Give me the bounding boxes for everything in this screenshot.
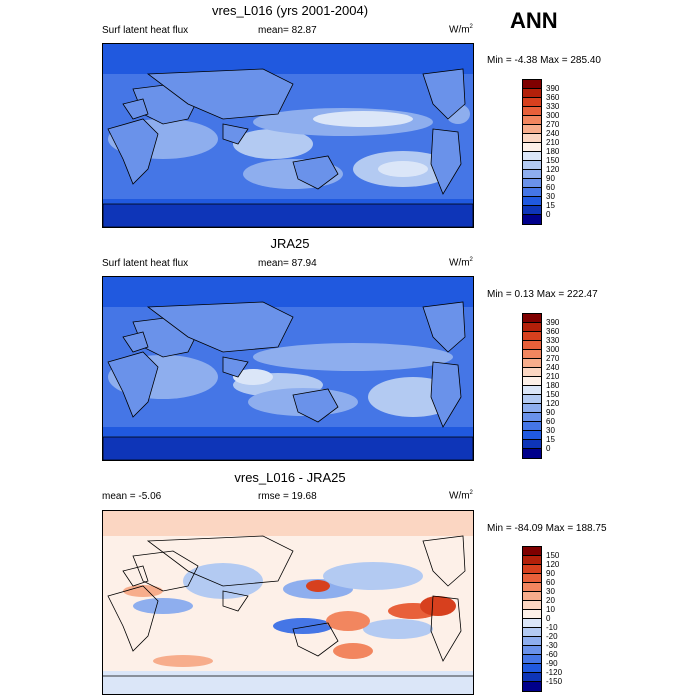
colorbar-tick-label: 0 [546,444,551,453]
panel3-title: vres_L016 - JRA25 [234,470,346,485]
colorbar-tick-label: -20 [546,632,558,641]
colorbar-tick-label: 60 [546,417,555,426]
colorbar-tick-label: 150 [546,551,560,560]
panel2-map-field [103,277,473,460]
colorbar-tick-label: 150 [546,390,560,399]
colorbar-tick-label: 390 [546,84,560,93]
season-label: ANN [510,8,558,33]
panel1-variable-label: Surf latent heat flux [102,25,189,36]
colorbar-tick-label: 15 [546,201,555,210]
colorbar-tick-label: 90 [546,174,555,183]
colorbar-tick-label: -120 [546,668,563,677]
colorbar-tick-label: 390 [546,318,560,327]
colorbar-tick-label: 30 [546,426,555,435]
colorbar-tick-label: 330 [546,336,560,345]
colorbar-tick-label: 120 [546,560,560,569]
colorbar-tick-label: 20 [546,596,555,605]
panel1-units: W/m2 [449,24,473,36]
colorbar-tick-label: -150 [546,677,563,686]
colorbar-tick-label: 150 [546,156,560,165]
colorbar-tick-label: 15 [546,435,555,444]
panel2-map [102,276,474,461]
panel2-mean-label: mean= 87.94 [258,258,317,269]
colorbar-tick-label: 120 [546,399,560,408]
colorbar-tick-label: -90 [546,659,558,668]
panel3-mean-label: mean = -5.06 [102,491,162,502]
panel2-units: W/m2 [449,257,473,269]
colorbar-tick-label: 60 [546,578,555,587]
panel2-variable-label: Surf latent heat flux [102,258,189,269]
panel1-min-max: Min = -4.38 Max = 285.40 [487,55,601,66]
colorbar-tick-label: 120 [546,165,560,174]
panel3-rmse-label: rmse = 19.68 [258,491,317,502]
colorbar-tick-label: 180 [546,147,560,156]
colorbar-tick-label: 360 [546,327,560,336]
colorbar-tick-label: 270 [546,354,560,363]
panel2-colorbar [522,313,542,459]
panel2-title: JRA25 [270,236,310,251]
colorbar-tick-label: 30 [546,587,555,596]
panel1-mean-label: mean= 82.87 [258,25,317,36]
panel2-min-max: Min = 0.13 Max = 222.47 [487,289,598,300]
panel1-title: vres_L016 (yrs 2001-2004) [211,3,369,18]
panel3-min-max: Min = -84.09 Max = 188.75 [487,523,607,534]
colorbar-tick-label: 360 [546,93,560,102]
panel3-colorbar [522,546,542,692]
colorbar-tick-label: -10 [546,623,558,632]
colorbar-tick-label: -60 [546,650,558,659]
colorbar-tick-label: 210 [546,138,560,147]
colorbar-tick-label: 330 [546,102,560,111]
colorbar-tick-label: 240 [546,363,560,372]
colorbar-tick-label: 90 [546,408,555,417]
panel1-colorbar [522,79,542,225]
panel3-map-field [103,511,473,694]
panel3-units: W/m2 [449,490,473,502]
colorbar-tick-label: 300 [546,345,560,354]
colorbar-tick-label: 0 [546,614,551,623]
colorbar-tick-label: 30 [546,192,555,201]
colorbar-tick-label: 240 [546,129,560,138]
panel3-map [102,510,474,695]
colorbar-tick-label: 180 [546,381,560,390]
colorbar-tick-label: 270 [546,120,560,129]
colorbar-tick-label: 10 [546,605,555,614]
colorbar-tick-label: 90 [546,569,555,578]
colorbar-tick-label: 0 [546,210,551,219]
colorbar-tick-label: 300 [546,111,560,120]
colorbar-tick-label: 210 [546,372,560,381]
colorbar-tick-label: 60 [546,183,555,192]
colorbar-tick-label: -30 [546,641,558,650]
panel1-map-field [103,44,473,227]
panel1-map [102,43,474,228]
